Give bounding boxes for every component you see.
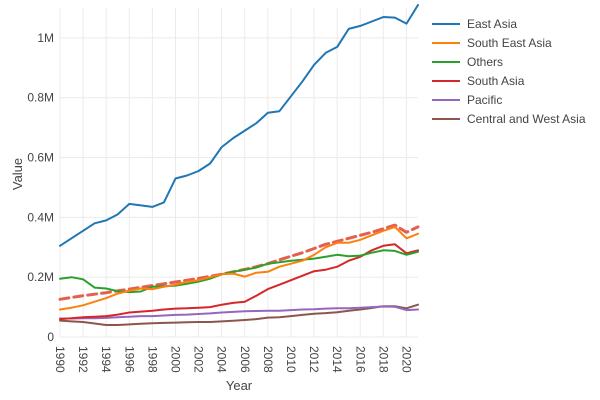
x-tick-label: 2000	[168, 346, 182, 373]
x-tick-label: 2004	[215, 346, 229, 373]
x-tick-label: 2016	[353, 346, 367, 373]
y-tick-label: 0.2M	[27, 270, 54, 284]
x-axis-title: Year	[226, 378, 253, 393]
series-line-central-and-west-asia[interactable]	[59, 303, 419, 326]
series-lines	[58, 4, 420, 326]
x-tick-label: 1996	[122, 346, 136, 373]
x-tick-label: 2010	[284, 346, 298, 373]
y-tick-label: 0	[47, 330, 54, 344]
legend[interactable]: East Asia South East Asia Others South Asia…	[432, 17, 586, 126]
x-tick-label: 2018	[376, 346, 390, 373]
x-tick-label: 1994	[99, 346, 113, 373]
y-axis-title: Value	[10, 158, 25, 190]
series-line-south-asia[interactable]	[59, 243, 419, 321]
x-tick-label: 2008	[261, 346, 275, 373]
legend-item-pacific[interactable]: Pacific	[432, 93, 502, 107]
x-tick-label: 2006	[238, 346, 252, 373]
x-tick-label: 1998	[145, 346, 159, 373]
y-tick-label: 0.6M	[27, 151, 54, 165]
x-tick-label: 1992	[76, 346, 90, 373]
series-line-south-east-asia[interactable]	[59, 225, 419, 311]
legend-label: East Asia	[467, 17, 517, 31]
y-tick-label: 0.8M	[27, 91, 54, 105]
legend-item-others[interactable]: Others	[432, 55, 503, 69]
legend-item-south-asia[interactable]: South Asia	[432, 74, 525, 88]
y-tick-label: 0.4M	[27, 210, 54, 224]
legend-item-south-east-asia[interactable]: South East Asia	[432, 36, 552, 50]
series-line-others[interactable]	[59, 249, 419, 294]
legend-label: Pacific	[467, 93, 502, 107]
y-axis-tick-labels: 0 0.2M 0.4M 0.6M 0.8M 1M	[27, 31, 54, 344]
x-tick-label: 2002	[192, 346, 206, 373]
series-line-pacific[interactable]	[59, 305, 419, 320]
legend-label: South Asia	[467, 74, 525, 88]
legend-label: Central and West Asia	[467, 112, 586, 126]
legend-item-central-and-west-asia[interactable]: Central and West Asia	[432, 112, 586, 126]
x-tick-label: 2012	[307, 346, 321, 373]
x-tick-label: 2014	[330, 346, 344, 373]
x-tick-label: 1990	[53, 346, 67, 373]
gridlines	[59, 8, 418, 338]
series-line-east-asia[interactable]	[59, 4, 419, 247]
legend-item-east-asia[interactable]: East Asia	[432, 17, 517, 31]
series-line-dashed-trend[interactable]	[58, 223, 420, 301]
x-axis-tick-labels: 1990 1992 1994 1996 1998 2000 2002 2004 2006 2008…	[53, 346, 413, 373]
legend-label: Others	[467, 55, 503, 69]
y-tick-label: 1M	[37, 31, 54, 45]
legend-label: South East Asia	[467, 36, 552, 50]
x-tick-label: 2020	[399, 346, 413, 373]
